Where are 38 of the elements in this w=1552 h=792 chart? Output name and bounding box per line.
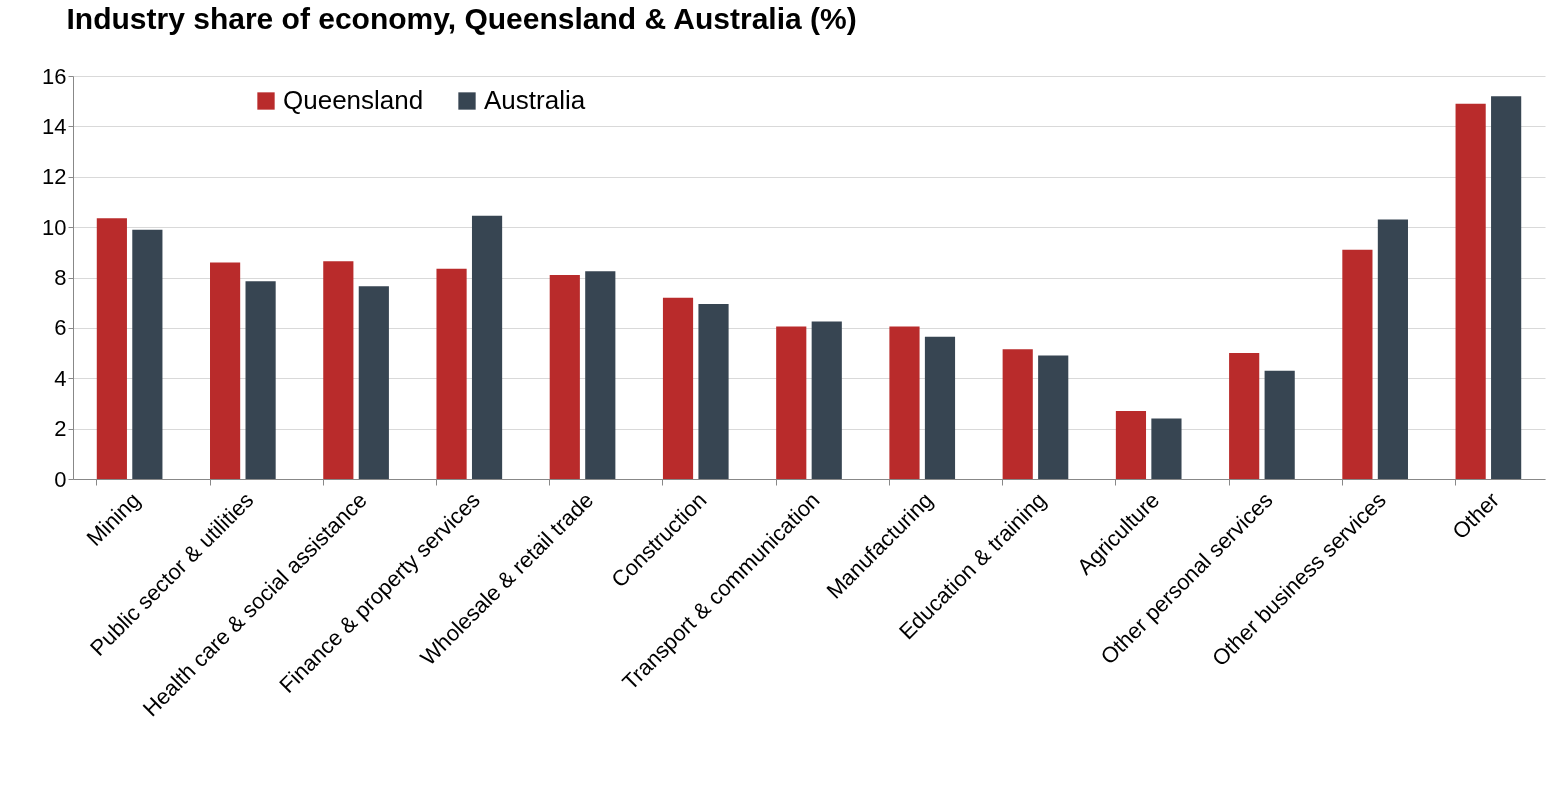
y-tick-label: 8 bbox=[54, 265, 67, 290]
bar bbox=[245, 281, 276, 479]
bar bbox=[1115, 410, 1147, 479]
bar bbox=[1377, 219, 1408, 479]
bar bbox=[662, 297, 694, 479]
bar bbox=[1455, 103, 1486, 479]
bar bbox=[1342, 249, 1373, 479]
y-tick-label: 16 bbox=[42, 63, 67, 89]
legend-label: Australia bbox=[484, 85, 586, 115]
bar bbox=[889, 326, 920, 479]
bar bbox=[698, 303, 729, 479]
y-tick-label: 6 bbox=[54, 315, 67, 341]
bar bbox=[436, 268, 467, 479]
y-tick-label: 4 bbox=[54, 365, 67, 391]
bar bbox=[1229, 353, 1260, 479]
bar bbox=[1264, 370, 1295, 479]
bar bbox=[549, 274, 580, 479]
y-tick-label: 12 bbox=[42, 164, 67, 190]
y-tick-label: 2 bbox=[54, 416, 67, 442]
bar bbox=[776, 326, 807, 479]
bar bbox=[358, 286, 389, 479]
legend-label: Queensland bbox=[283, 85, 424, 115]
bar bbox=[1038, 355, 1069, 479]
bar bbox=[132, 229, 163, 479]
bar bbox=[1491, 96, 1522, 479]
bar bbox=[210, 262, 241, 479]
bar bbox=[471, 215, 503, 479]
bar bbox=[323, 261, 354, 479]
bar bbox=[585, 271, 616, 479]
bar bbox=[1151, 418, 1182, 479]
y-tick-label: 10 bbox=[42, 214, 67, 240]
bar bbox=[924, 336, 956, 479]
bar bbox=[96, 218, 127, 479]
chart-title: Industry share of economy, Queensland & Australia (%) bbox=[66, 2, 857, 35]
bar bbox=[1002, 349, 1033, 479]
y-tick-label: 14 bbox=[42, 113, 67, 139]
y-tick-label: 0 bbox=[54, 466, 67, 492]
bar bbox=[811, 321, 842, 479]
